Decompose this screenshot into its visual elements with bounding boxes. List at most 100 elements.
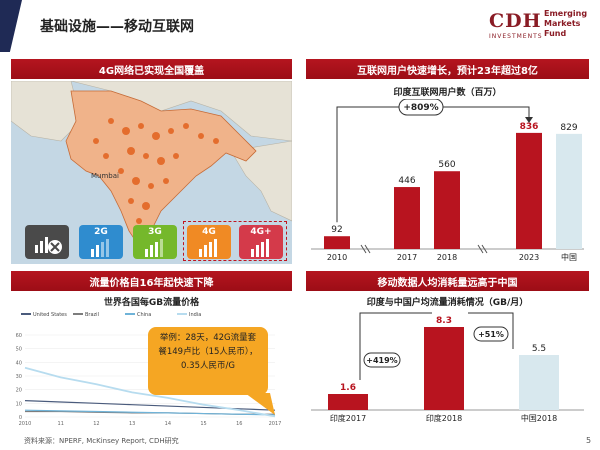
users-chart-subtitle: 印度互联网用户数（百万）	[393, 88, 502, 98]
price-example-callout: 举例：28天，42G流量套 餐149卢比（15人民币）， 0.35人民币/G	[148, 327, 268, 395]
page-title: 基础设施——移动互联网	[40, 19, 194, 35]
users-category-label: 2010	[327, 253, 347, 262]
price-y-tick: 10	[16, 401, 22, 407]
price-y-tick: 60	[16, 333, 22, 339]
callout-line-1: 举例：28天，42G流量套	[159, 333, 257, 343]
axis-break-1	[360, 244, 371, 254]
panel-header-4g-coverage: 4G网络已实现全国覆盖	[11, 59, 292, 79]
price-x-tick: 15	[200, 421, 206, 427]
title-bar	[0, 0, 600, 52]
growth-badge	[398, 99, 444, 116]
4g-plus-label: 4G+	[250, 227, 272, 237]
consumption-bar	[519, 355, 559, 410]
users-chart-panel: 印度互联网用户数（百万） 92 2010 446 2017 560 2018 836 2023…	[306, 81, 589, 264]
consumption-chart-panel: 印度与中国户均流量消耗情况（GB/月） 1.6 印度2017 8.3 印度2018 5.…	[306, 291, 589, 430]
price-y-tick: 40	[16, 360, 22, 366]
panel-header-price: 流量价格自16年起快速下降	[11, 271, 292, 291]
legend-label: China	[137, 312, 151, 318]
cdh-logo: CDH	[489, 10, 542, 32]
legend-label: India	[189, 312, 201, 318]
3g-icon: 3G	[133, 225, 177, 259]
users-value-label: 836	[520, 122, 539, 132]
users-bar	[556, 133, 582, 249]
mumbai-label: Mumbai	[91, 172, 119, 180]
growth-arrow-2	[468, 312, 514, 349]
axis-break-2	[477, 244, 488, 254]
india-coverage-map: Mumbai 2G 3G 4G 4G+	[11, 81, 292, 264]
price-x-tick: 14	[165, 421, 171, 427]
callout-line-2: 餐149卢比（15人民币），	[158, 347, 258, 357]
india-shape	[65, 90, 257, 247]
growth-badge-1	[363, 352, 401, 368]
4g-label: 4G	[202, 227, 216, 237]
growth-arrow-1	[359, 312, 432, 380]
users-bar	[434, 171, 460, 249]
logo-line-3: Fund	[544, 29, 567, 38]
price-y-tick: 50	[16, 347, 22, 353]
users-category-label: 2018	[437, 253, 457, 262]
growth-badge-2	[473, 326, 509, 342]
4g-highlight-box	[183, 221, 287, 261]
users-bar	[324, 236, 350, 249]
4g-icon: 4G	[187, 225, 231, 259]
price-x-tick: 12	[93, 421, 99, 427]
coverage-dots	[93, 118, 219, 224]
users-value-label: 92	[331, 225, 342, 235]
west-land	[11, 81, 82, 142]
growth-label: +809%	[403, 103, 438, 113]
north-land	[11, 81, 292, 142]
logo-fund-name: Emerging Markets Fund	[544, 9, 600, 39]
consumption-category-label: 中国2018	[521, 413, 557, 423]
users-value-label: 829	[560, 123, 577, 133]
price-chart-subtitle: 世界各国每GB流量价格	[103, 298, 200, 308]
consumption-value-label: 8.3	[436, 316, 452, 326]
source-footnote: 资料来源：NPERF, McKinsey Report, CDH研究	[24, 437, 179, 445]
2g-label: 2G	[94, 227, 108, 237]
price-y-tick: 0	[19, 415, 22, 421]
logo-investments: INVESTMENTS	[489, 33, 543, 40]
growth-arrowhead	[525, 117, 533, 123]
consumption-chart-subtitle: 印度与中国户均流量消耗情况（GB/月）	[366, 298, 529, 308]
panel-header-users: 互联网用户快速增长，预计23年超过8亿	[306, 59, 589, 79]
callout-pointer	[245, 393, 275, 415]
users-value-label: 560	[438, 160, 455, 170]
price-x-tick: 2010	[19, 421, 32, 427]
page-number: 5	[586, 436, 592, 445]
users-value-label: 446	[398, 176, 415, 186]
no-signal-icon	[25, 225, 69, 259]
consumption-bar-chart: 1.6 印度2017 8.3 印度2018 5.5 中国2018 +419% +51%	[311, 312, 584, 423]
3g-label: 3G	[148, 227, 162, 237]
price-x-tick: 11	[58, 421, 64, 427]
consumption-category-label: 印度2018	[426, 413, 462, 423]
consumption-category-label: 印度2017	[330, 413, 366, 423]
price-y-tick: 30	[16, 374, 22, 380]
consumption-value-label: 5.5	[532, 344, 546, 354]
consumption-value-label: 1.6	[340, 383, 356, 393]
price-x-tick: 13	[129, 421, 135, 427]
price-series-line	[24, 366, 276, 418]
2g-icon: 2G	[79, 225, 123, 259]
logo-line-1: Emerging	[544, 9, 588, 18]
users-bar	[394, 187, 420, 249]
callout-line-3: 0.35人民币/G	[181, 361, 235, 371]
price-series-line	[24, 409, 276, 416]
growth-label-2: +51%	[478, 330, 504, 339]
price-x-tick: 16	[236, 421, 242, 427]
users-category-label: 2023	[519, 253, 539, 262]
legend-label: Brazil	[85, 312, 99, 318]
price-x-tick: 2017	[269, 421, 282, 427]
legend-label: United States	[33, 312, 67, 318]
users-bar-chart: 92 2010 446 2017 560 2018 836 2023 829 中国 +809%	[311, 99, 584, 262]
users-category-label: 中国	[561, 252, 577, 262]
growth-arrow	[336, 106, 530, 223]
users-category-label: 2017	[397, 253, 417, 262]
4g-plus-icon: 4G+	[239, 225, 283, 259]
price-y-tick: 20	[16, 388, 22, 394]
logo-line-2: Markets	[544, 19, 581, 28]
panel-header-consumption: 移动数据人均消耗量远高于中国	[306, 271, 589, 291]
users-bar	[516, 132, 542, 249]
consumption-bar	[328, 394, 368, 410]
consumption-bar	[424, 327, 464, 410]
growth-label-1: +419%	[366, 356, 397, 365]
price-series-line	[24, 400, 276, 411]
